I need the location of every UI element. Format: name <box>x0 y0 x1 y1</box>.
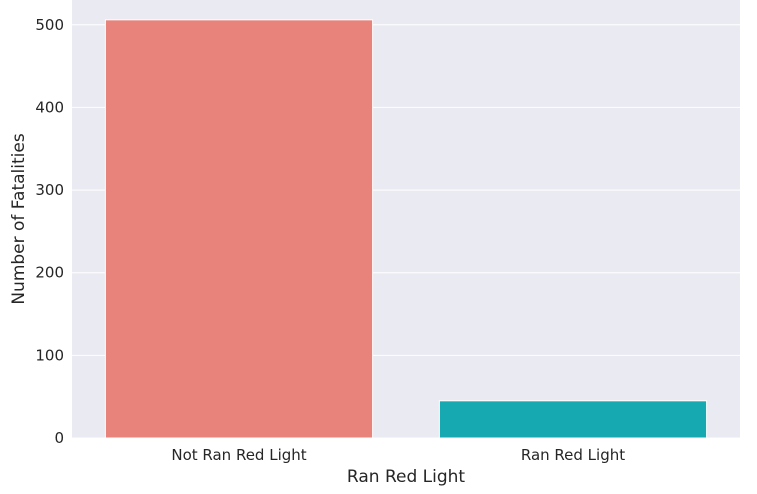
y-tick-label-400: 400 <box>35 98 64 116</box>
y-tick-label-0: 0 <box>54 429 64 447</box>
y-tick-labels: 0 100 200 300 400 500 <box>35 16 64 447</box>
y-tick-label-300: 300 <box>35 181 64 199</box>
y-axis-label: Number of Fatalities <box>9 133 29 304</box>
y-tick-label-200: 200 <box>35 264 64 282</box>
y-tick-label-500: 500 <box>35 16 64 34</box>
bar-not-ran-red-light <box>104 19 374 439</box>
x-tick-labels: Not Ran Red Light Ran Red Light <box>171 446 625 464</box>
bar-ran-red-light <box>438 400 708 439</box>
x-axis-label: Ran Red Light <box>347 467 465 487</box>
x-tick-label-ran-red-light: Ran Red Light <box>521 446 625 464</box>
bars <box>104 19 708 439</box>
y-tick-label-100: 100 <box>35 346 64 364</box>
x-tick-label-not-ran-red-light: Not Ran Red Light <box>171 446 306 464</box>
